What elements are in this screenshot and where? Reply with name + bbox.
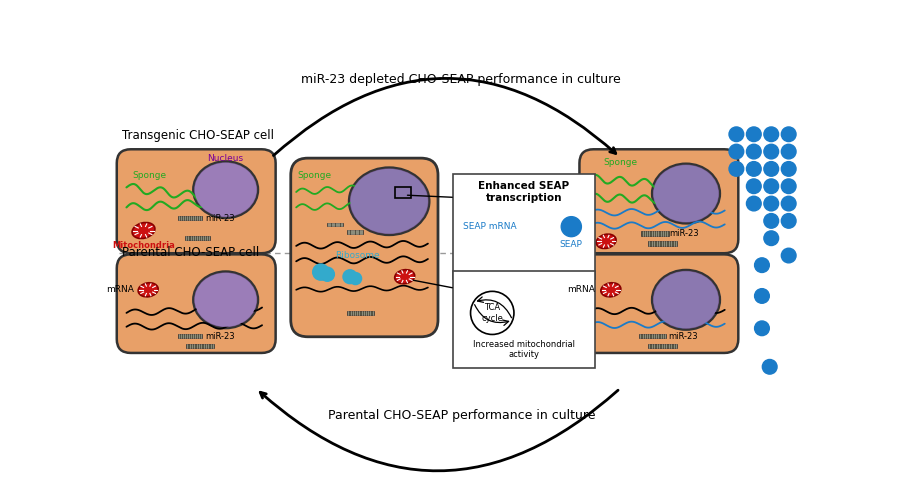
- Text: miR-23: miR-23: [205, 332, 235, 341]
- Circle shape: [781, 144, 797, 159]
- Text: Nucleus: Nucleus: [208, 154, 244, 163]
- Ellipse shape: [194, 271, 258, 328]
- Circle shape: [781, 127, 797, 142]
- Text: SEAP: SEAP: [560, 240, 582, 249]
- Text: miR-23: miR-23: [670, 229, 699, 238]
- FancyBboxPatch shape: [328, 222, 343, 226]
- Text: SEAP mRNA: SEAP mRNA: [463, 222, 517, 231]
- FancyBboxPatch shape: [186, 344, 214, 348]
- Circle shape: [764, 127, 778, 142]
- Circle shape: [746, 127, 761, 142]
- Circle shape: [343, 270, 357, 284]
- Text: Sponge: Sponge: [297, 171, 331, 180]
- FancyBboxPatch shape: [117, 149, 275, 253]
- FancyBboxPatch shape: [453, 174, 595, 279]
- Text: Enhanced SEAP
transcription: Enhanced SEAP transcription: [479, 181, 570, 203]
- Circle shape: [781, 214, 797, 228]
- Circle shape: [781, 162, 797, 176]
- Ellipse shape: [350, 169, 428, 234]
- Circle shape: [764, 196, 778, 211]
- Ellipse shape: [597, 234, 617, 248]
- Text: miR-23 depleted CHO-SEAP performance in culture: miR-23 depleted CHO-SEAP performance in …: [302, 73, 621, 86]
- FancyBboxPatch shape: [642, 231, 669, 236]
- Ellipse shape: [194, 273, 256, 327]
- Circle shape: [754, 289, 770, 303]
- Text: Ribosome: Ribosome: [335, 251, 380, 260]
- Circle shape: [781, 248, 797, 263]
- Ellipse shape: [546, 301, 578, 324]
- Ellipse shape: [395, 270, 415, 284]
- Circle shape: [746, 196, 761, 211]
- Circle shape: [349, 272, 362, 285]
- Circle shape: [754, 321, 770, 336]
- FancyBboxPatch shape: [185, 236, 211, 240]
- FancyBboxPatch shape: [177, 216, 202, 220]
- Ellipse shape: [139, 283, 158, 297]
- FancyBboxPatch shape: [580, 149, 738, 253]
- Text: Sponge: Sponge: [603, 158, 637, 167]
- Ellipse shape: [652, 164, 720, 223]
- Ellipse shape: [601, 283, 621, 297]
- Text: miR-23: miR-23: [205, 214, 235, 222]
- Circle shape: [781, 179, 797, 194]
- FancyBboxPatch shape: [347, 230, 363, 234]
- Text: Mitochondria: Mitochondria: [112, 241, 175, 250]
- Ellipse shape: [132, 222, 155, 239]
- Text: Parental CHO-SEAP cell: Parental CHO-SEAP cell: [122, 246, 259, 259]
- Circle shape: [781, 196, 797, 211]
- Ellipse shape: [194, 161, 258, 218]
- Circle shape: [729, 127, 743, 142]
- Circle shape: [729, 144, 743, 159]
- Ellipse shape: [349, 168, 429, 235]
- Circle shape: [312, 264, 329, 280]
- Text: Transgenic CHO-SEAP cell: Transgenic CHO-SEAP cell: [122, 129, 274, 142]
- Circle shape: [764, 214, 778, 228]
- Text: Parental CHO-SEAP performance in culture: Parental CHO-SEAP performance in culture: [328, 409, 595, 422]
- FancyBboxPatch shape: [117, 254, 275, 353]
- Ellipse shape: [652, 270, 720, 330]
- Text: TCA
cycle: TCA cycle: [482, 303, 503, 322]
- Circle shape: [746, 162, 761, 176]
- Ellipse shape: [653, 271, 718, 328]
- Circle shape: [762, 360, 777, 374]
- Circle shape: [764, 231, 778, 245]
- Text: miR-23: miR-23: [668, 332, 698, 341]
- Ellipse shape: [653, 165, 718, 222]
- Circle shape: [746, 179, 761, 194]
- Circle shape: [562, 217, 581, 237]
- Circle shape: [754, 258, 770, 272]
- Circle shape: [764, 162, 778, 176]
- FancyBboxPatch shape: [347, 311, 374, 315]
- FancyBboxPatch shape: [291, 158, 438, 337]
- FancyBboxPatch shape: [648, 242, 678, 245]
- Ellipse shape: [194, 163, 256, 217]
- FancyBboxPatch shape: [177, 334, 202, 338]
- Text: Increased mitochondrial
activity: Increased mitochondrial activity: [473, 340, 575, 359]
- FancyBboxPatch shape: [453, 270, 595, 368]
- Circle shape: [764, 144, 778, 159]
- Circle shape: [320, 267, 335, 281]
- FancyBboxPatch shape: [648, 344, 678, 348]
- FancyBboxPatch shape: [580, 254, 738, 353]
- Circle shape: [729, 162, 743, 176]
- Text: mRNA: mRNA: [568, 285, 595, 294]
- Circle shape: [764, 179, 778, 194]
- Circle shape: [746, 144, 761, 159]
- Text: mRNA: mRNA: [106, 285, 134, 294]
- Text: Sponge: Sponge: [132, 171, 166, 180]
- FancyBboxPatch shape: [639, 334, 666, 338]
